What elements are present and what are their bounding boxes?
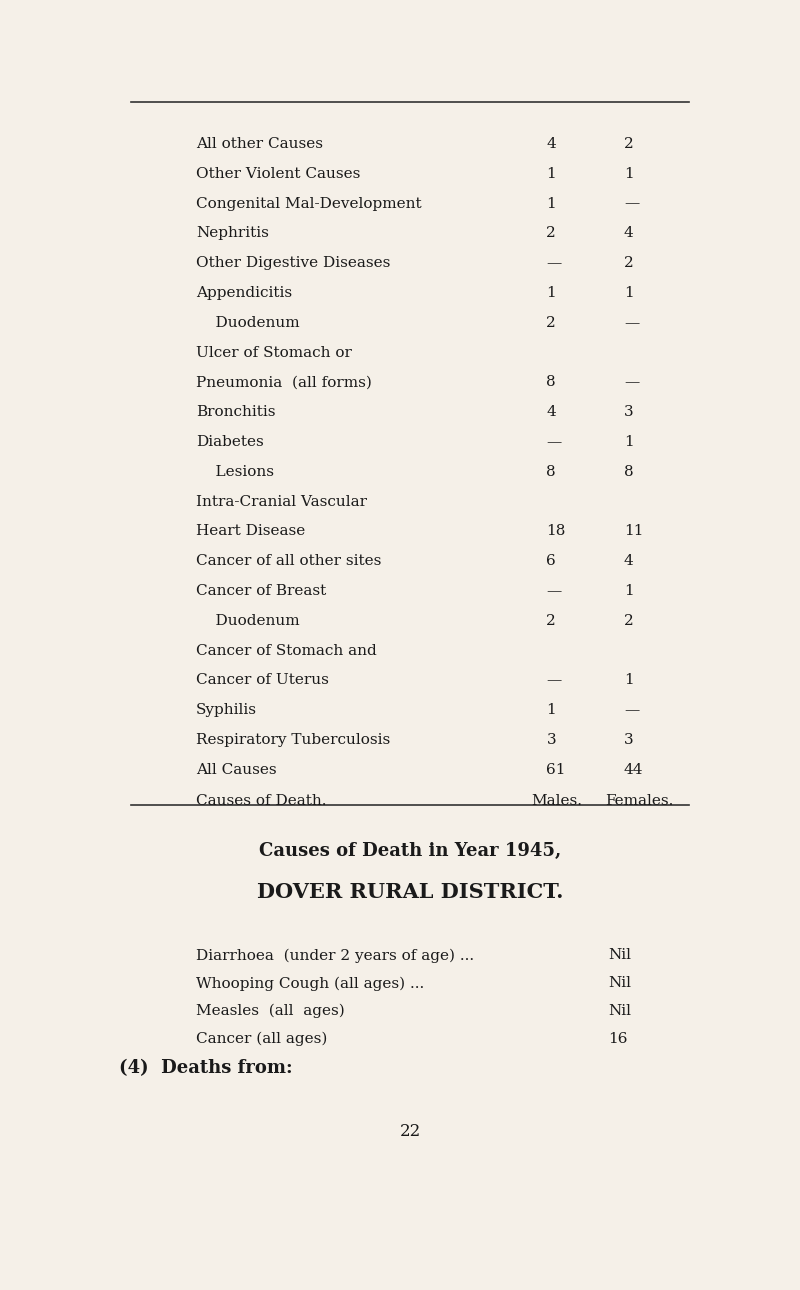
Text: Appendicitis: Appendicitis [196, 286, 292, 299]
Text: Cancer of all other sites: Cancer of all other sites [196, 555, 382, 568]
Text: Diarrhoea  (under 2 years of age) ...: Diarrhoea (under 2 years of age) ... [196, 948, 474, 962]
Text: 2: 2 [624, 614, 634, 628]
Text: 3: 3 [624, 405, 634, 419]
Text: 4: 4 [624, 226, 634, 240]
Text: Respiratory Tuberculosis: Respiratory Tuberculosis [196, 733, 390, 747]
Text: 1: 1 [546, 196, 556, 210]
Text: 8: 8 [624, 464, 634, 479]
Text: Bronchitis: Bronchitis [196, 405, 275, 419]
Text: Ulcer of Stomach or: Ulcer of Stomach or [196, 346, 352, 360]
Text: —: — [624, 316, 639, 330]
Text: All other Causes: All other Causes [196, 137, 323, 151]
Text: Duodenum: Duodenum [196, 614, 300, 628]
Text: 4: 4 [546, 137, 556, 151]
Text: 1: 1 [624, 286, 634, 299]
Text: Other Violent Causes: Other Violent Causes [196, 166, 361, 181]
Text: 1: 1 [546, 166, 556, 181]
Text: 1: 1 [546, 703, 556, 717]
Text: 2: 2 [546, 614, 556, 628]
Text: 16: 16 [608, 1032, 628, 1046]
Text: Heart Disease: Heart Disease [196, 524, 306, 538]
Text: 2: 2 [546, 226, 556, 240]
Text: 22: 22 [399, 1124, 421, 1140]
Text: Measles  (all  ages): Measles (all ages) [196, 1004, 345, 1019]
Text: Nil: Nil [608, 948, 631, 962]
Text: 2: 2 [624, 257, 634, 270]
Text: Syphilis: Syphilis [196, 703, 257, 717]
Text: 3: 3 [546, 733, 556, 747]
Text: 4: 4 [546, 405, 556, 419]
Text: 11: 11 [624, 524, 643, 538]
Text: 61: 61 [546, 762, 566, 777]
Text: —: — [624, 375, 639, 390]
Text: 4: 4 [624, 555, 634, 568]
Text: Cancer (all ages): Cancer (all ages) [196, 1032, 327, 1046]
Text: —: — [546, 435, 562, 449]
Text: 8: 8 [546, 375, 556, 390]
Text: Females.: Females. [606, 795, 674, 809]
Text: Cancer of Uterus: Cancer of Uterus [196, 673, 329, 688]
Text: Diabetes: Diabetes [196, 435, 264, 449]
Text: 2: 2 [546, 316, 556, 330]
Text: 3: 3 [624, 733, 634, 747]
Text: Causes of Death in Year 1945,: Causes of Death in Year 1945, [259, 842, 561, 860]
Text: 2: 2 [624, 137, 634, 151]
Text: Intra-Cranial Vascular: Intra-Cranial Vascular [196, 494, 367, 508]
Text: Nil: Nil [608, 1004, 631, 1018]
Text: 8: 8 [546, 464, 556, 479]
Text: Whooping Cough (all ages) ...: Whooping Cough (all ages) ... [196, 977, 424, 991]
Text: Nil: Nil [608, 977, 631, 991]
Text: 18: 18 [546, 524, 566, 538]
Text: Congenital Mal-Development: Congenital Mal-Development [196, 196, 422, 210]
Text: Males.: Males. [531, 795, 582, 809]
Text: —: — [546, 673, 562, 688]
Text: DOVER RURAL DISTRICT.: DOVER RURAL DISTRICT. [257, 882, 563, 902]
Text: Cancer of Stomach and: Cancer of Stomach and [196, 644, 377, 658]
Text: —: — [546, 584, 562, 597]
Text: Nephritis: Nephritis [196, 226, 269, 240]
Text: Cancer of Breast: Cancer of Breast [196, 584, 326, 597]
Text: —: — [624, 196, 639, 210]
Text: 6: 6 [546, 555, 556, 568]
Text: (4)  Deaths from:: (4) Deaths from: [118, 1059, 292, 1077]
Text: Pneumonia  (all forms): Pneumonia (all forms) [196, 375, 372, 390]
Text: 1: 1 [624, 584, 634, 597]
Text: Duodenum: Duodenum [196, 316, 300, 330]
Text: 1: 1 [624, 435, 634, 449]
Text: Causes of Death.: Causes of Death. [196, 795, 326, 809]
Text: 1: 1 [624, 166, 634, 181]
Text: All Causes: All Causes [196, 762, 277, 777]
Text: Other Digestive Diseases: Other Digestive Diseases [196, 257, 390, 270]
Text: —: — [546, 257, 562, 270]
Text: Lesions: Lesions [196, 464, 274, 479]
Text: 1: 1 [546, 286, 556, 299]
Text: 44: 44 [624, 762, 643, 777]
Text: 1: 1 [624, 673, 634, 688]
Text: —: — [624, 703, 639, 717]
